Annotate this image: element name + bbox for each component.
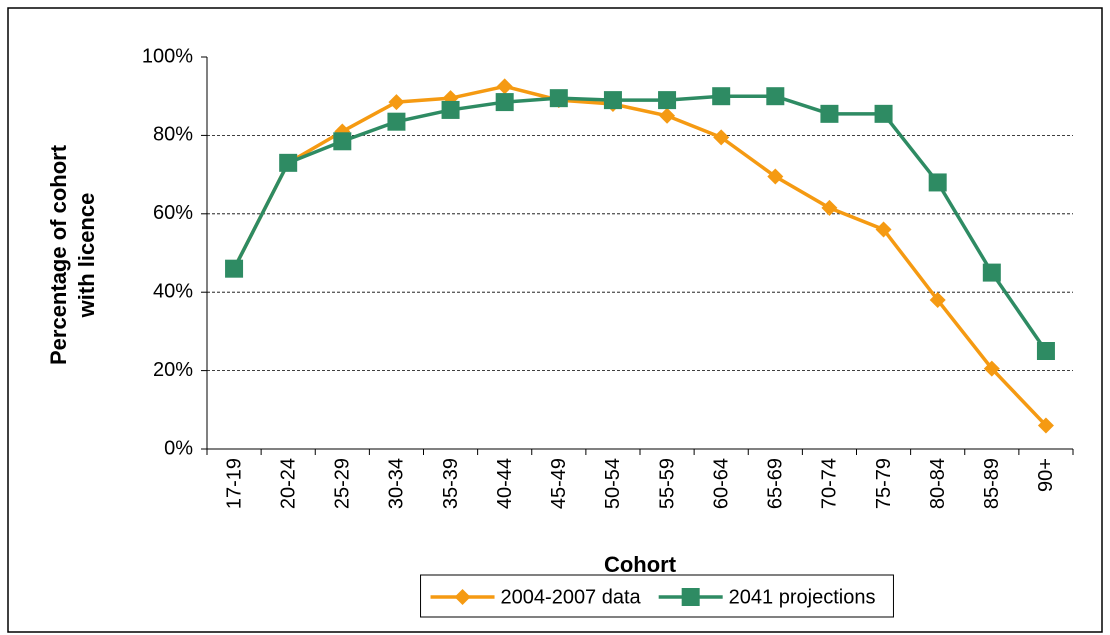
data-point bbox=[279, 153, 298, 172]
x-tick-label: 17-19 bbox=[223, 458, 245, 509]
data-point bbox=[874, 104, 893, 123]
legend-marker bbox=[681, 588, 700, 606]
x-tick-label: 60-64 bbox=[710, 458, 732, 509]
data-point bbox=[1036, 342, 1055, 360]
y-tick-label: 20% bbox=[153, 359, 193, 381]
data-point bbox=[928, 173, 947, 192]
x-tick-label: 70-74 bbox=[819, 458, 841, 509]
x-axis-title: Cohort bbox=[604, 552, 677, 577]
x-tick-label: 65-69 bbox=[765, 458, 787, 509]
data-point bbox=[712, 87, 731, 106]
data-point bbox=[820, 104, 839, 123]
legend-label: 2041 projections bbox=[729, 586, 876, 608]
data-point bbox=[388, 94, 405, 111]
data-point bbox=[603, 91, 622, 110]
x-tick-label: 50-54 bbox=[602, 458, 624, 509]
data-point bbox=[496, 78, 513, 95]
y-tick-label: 80% bbox=[153, 124, 193, 146]
legend-box bbox=[420, 574, 894, 618]
x-tick-label: 30-34 bbox=[386, 458, 408, 509]
data-point bbox=[1037, 417, 1054, 434]
legend-label: 2004-2007 data bbox=[501, 586, 642, 608]
y-tick-label: 100% bbox=[142, 45, 193, 67]
data-point bbox=[387, 112, 406, 131]
data-point bbox=[875, 221, 892, 238]
y-tick-label: 60% bbox=[153, 202, 193, 224]
data-point bbox=[549, 89, 568, 108]
x-tick-label: 45-49 bbox=[548, 458, 570, 509]
series-line bbox=[232, 84, 1048, 427]
x-tick-label: 40-44 bbox=[494, 458, 516, 509]
series-line bbox=[232, 94, 1048, 352]
data-point bbox=[333, 132, 352, 151]
legend-marker bbox=[454, 589, 471, 605]
x-tick-label: 20-24 bbox=[277, 458, 299, 509]
legend: 2004-2007 data 2041 projections bbox=[420, 574, 894, 618]
data-point bbox=[495, 93, 514, 112]
x-tick-label: 85-89 bbox=[981, 458, 1003, 509]
data-point bbox=[767, 168, 784, 185]
x-tick-label: 25-29 bbox=[332, 458, 354, 509]
data-point bbox=[713, 129, 730, 146]
y-axis-title-line: with licence bbox=[74, 193, 99, 319]
x-tick-label: 80-84 bbox=[927, 458, 949, 509]
data-point bbox=[821, 199, 838, 216]
data-point bbox=[983, 360, 1000, 377]
x-tick-label: 90+ bbox=[1035, 458, 1057, 492]
x-tick-label: 75-79 bbox=[873, 458, 895, 509]
y-axis-title-line: Percentage of cohort bbox=[46, 144, 71, 365]
data-point bbox=[929, 292, 946, 309]
data-point bbox=[766, 87, 785, 106]
data-point bbox=[659, 107, 676, 124]
data-point bbox=[225, 259, 244, 278]
data-point bbox=[441, 100, 460, 119]
chart-frame bbox=[7, 7, 1103, 633]
data-point bbox=[982, 263, 1001, 282]
x-tick-label: 35-39 bbox=[440, 458, 462, 509]
y-tick-label: 0% bbox=[164, 437, 193, 459]
data-point bbox=[658, 91, 677, 110]
y-axis-title: Percentage of cohort with licence bbox=[46, 144, 99, 365]
y-tick-label: 40% bbox=[153, 280, 193, 302]
x-tick-label: 55-59 bbox=[656, 458, 678, 509]
